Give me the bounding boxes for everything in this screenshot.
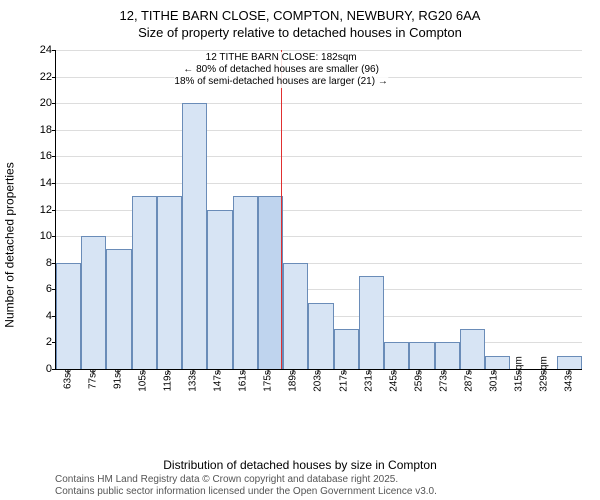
histogram-bar	[359, 276, 384, 369]
x-tick: 105sqm	[130, 370, 155, 425]
histogram-bar	[435, 342, 460, 369]
x-tick: 245sqm	[381, 370, 406, 425]
y-tick-label: 18	[26, 124, 52, 136]
y-tick-label: 22	[26, 71, 52, 83]
bars-container	[56, 50, 582, 369]
chart-title-block: 12, TITHE BARN CLOSE, COMPTON, NEWBURY, …	[0, 0, 600, 42]
y-tick-label: 12	[26, 204, 52, 216]
x-tick: 217sqm	[331, 370, 356, 425]
annot-line3: 18% of semi-detached houses are larger (…	[174, 76, 387, 88]
annot-line1: 12 TITHE BARN CLOSE: 182sqm	[174, 52, 387, 64]
x-tick: 77sqm	[80, 370, 105, 425]
y-tick-label: 10	[26, 230, 52, 242]
histogram-bar	[283, 263, 308, 369]
chart-title-line2: Size of property relative to detached ho…	[0, 25, 600, 42]
histogram-bar	[409, 342, 434, 369]
x-tick: 301sqm	[482, 370, 507, 425]
histogram-bar	[308, 303, 333, 369]
plot-region: 12 TITHE BARN CLOSE: 182sqm ← 80% of det…	[55, 50, 582, 370]
x-tick: 91sqm	[105, 370, 130, 425]
footer-attribution: Contains HM Land Registry data © Crown c…	[55, 474, 437, 498]
y-tick-label: 0	[26, 363, 52, 375]
y-tick-label: 6	[26, 283, 52, 295]
histogram-bar	[132, 196, 157, 369]
y-tick-label: 24	[26, 44, 52, 56]
x-tick: 329sqm	[532, 370, 557, 425]
x-tick-row: 63sqm77sqm91sqm105sqm119sqm133sqm147sqm1…	[55, 370, 582, 425]
histogram-bar	[334, 329, 359, 369]
y-tick-label: 14	[26, 177, 52, 189]
y-tick-label: 8	[26, 257, 52, 269]
x-tick: 259sqm	[406, 370, 431, 425]
x-tick: 273sqm	[431, 370, 456, 425]
y-tick-label: 4	[26, 310, 52, 322]
marker-annotation: 12 TITHE BARN CLOSE: 182sqm ← 80% of det…	[174, 52, 387, 88]
x-tick: 315sqm	[507, 370, 532, 425]
property-marker-line	[281, 50, 282, 369]
y-tick-label: 16	[26, 150, 52, 162]
x-tick: 189sqm	[281, 370, 306, 425]
x-tick: 119sqm	[155, 370, 180, 425]
chart-area: Number of detached properties 12 TITHE B…	[0, 50, 600, 440]
x-tick: 203sqm	[306, 370, 331, 425]
x-tick: 343sqm	[557, 370, 582, 425]
y-tick-label: 2	[26, 336, 52, 348]
x-tick: 287sqm	[457, 370, 482, 425]
annot-line2: ← 80% of detached houses are smaller (96…	[174, 64, 387, 76]
y-axis-label-wrap: Number of detached properties	[2, 50, 18, 440]
y-tick-label: 20	[26, 97, 52, 109]
x-axis-label: Distribution of detached houses by size …	[0, 458, 600, 472]
histogram-bar	[157, 196, 182, 369]
footer-line2: Contains public sector information licen…	[55, 486, 437, 498]
histogram-bar	[460, 329, 485, 369]
chart-title-line1: 12, TITHE BARN CLOSE, COMPTON, NEWBURY, …	[0, 8, 600, 25]
x-tick: 63sqm	[55, 370, 80, 425]
histogram-bar	[207, 210, 232, 370]
x-tick: 161sqm	[231, 370, 256, 425]
histogram-bar	[384, 342, 409, 369]
x-tick: 231sqm	[356, 370, 381, 425]
histogram-bar	[56, 263, 81, 369]
x-tick: 147sqm	[206, 370, 231, 425]
histogram-bar	[485, 356, 510, 369]
histogram-bar	[81, 236, 106, 369]
histogram-bar	[233, 196, 258, 369]
histogram-bar	[557, 356, 582, 369]
x-tick: 175sqm	[256, 370, 281, 425]
histogram-bar	[106, 249, 131, 369]
histogram-bar	[182, 103, 207, 369]
x-tick: 133sqm	[180, 370, 205, 425]
footer-line1: Contains HM Land Registry data © Crown c…	[55, 474, 437, 486]
y-axis-label: Number of detached properties	[3, 162, 17, 327]
histogram-bar	[258, 196, 283, 369]
